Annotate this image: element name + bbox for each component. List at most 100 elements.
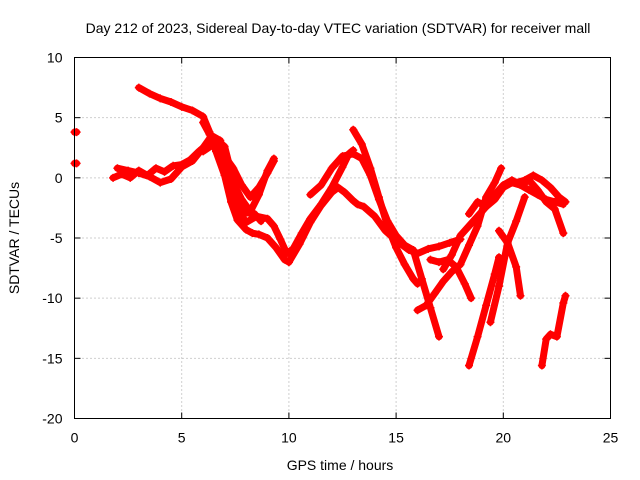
data-point (327, 164, 336, 173)
data-point (359, 202, 368, 211)
data-point (145, 89, 154, 98)
data-point (188, 106, 197, 115)
x-tick-label: 5 (178, 430, 186, 446)
data-point (486, 318, 495, 327)
data-point (520, 176, 529, 185)
data-point (542, 197, 551, 206)
data-point (409, 274, 418, 283)
data-point (495, 226, 504, 235)
data-point (357, 154, 366, 163)
data-point (156, 178, 165, 187)
data-point (400, 260, 409, 269)
data-point (561, 197, 570, 206)
data-point (254, 190, 263, 199)
tick-labels: 0 5 10 15 20 25 -20 -15 -10 -5 0 5 10 (42, 50, 618, 446)
data-point (212, 144, 221, 153)
data-point (327, 183, 336, 192)
y-tick-label: -15 (42, 350, 62, 366)
data-point (561, 291, 570, 300)
data-point (353, 200, 362, 209)
data-point (537, 361, 546, 370)
data-point (529, 171, 538, 180)
data-point (434, 258, 443, 267)
data-point (426, 255, 435, 264)
data-point (177, 163, 186, 172)
data-point (503, 238, 512, 247)
data-point (490, 178, 499, 187)
chart-title: Day 212 of 2023, Sidereal Day-to-day VTE… (86, 20, 591, 36)
series-layer (70, 83, 570, 370)
data-point (392, 231, 401, 240)
y-tick-label: 0 (55, 170, 63, 186)
x-tick-label: 15 (388, 430, 404, 446)
data-point (467, 294, 476, 303)
y-tick-label: 10 (47, 50, 63, 66)
data-point (473, 197, 482, 206)
data-point (452, 262, 461, 271)
data-point (134, 83, 143, 92)
data-point (113, 164, 122, 173)
ticks (74, 57, 611, 419)
data-series-track-18 (538, 292, 569, 370)
data-point (512, 217, 521, 226)
data-point (231, 201, 240, 210)
data-point (512, 262, 521, 271)
data-point (188, 156, 197, 165)
y-tick-label: -5 (50, 230, 63, 246)
y-axis-label: SDTVAR / TECUs (6, 182, 22, 294)
data-series-track-2 (285, 184, 464, 266)
data-point (366, 171, 375, 180)
data-point (263, 214, 272, 223)
data-point (464, 221, 473, 230)
data-point (434, 242, 443, 251)
data-series-track-9 (306, 150, 417, 254)
data-point (284, 258, 293, 267)
data-point (317, 200, 326, 209)
data-point (160, 167, 169, 176)
data-series-track-5 (199, 140, 357, 258)
data-point (263, 234, 272, 242)
data-point (242, 218, 251, 227)
data-point (482, 301, 491, 310)
data-point (242, 225, 251, 234)
data-point (272, 243, 281, 252)
x-tick-label: 20 (496, 430, 512, 446)
data-point (422, 301, 431, 310)
data-point (357, 140, 366, 149)
data-point (145, 172, 154, 181)
data-point (482, 202, 491, 211)
data-point (124, 166, 133, 175)
data-point (424, 244, 433, 253)
data-point (151, 164, 160, 173)
x-tick-label: 10 (281, 430, 297, 446)
data-point (220, 161, 229, 170)
data-point (490, 195, 499, 204)
data-point (233, 215, 242, 224)
data-point (199, 118, 208, 127)
x-axis-label: GPS time / hours (287, 457, 394, 473)
data-point (306, 190, 315, 199)
data-point (237, 195, 246, 204)
data-point (400, 241, 409, 250)
data-point (317, 181, 326, 190)
data-point (340, 188, 349, 197)
data-point (417, 274, 426, 283)
data-point (447, 267, 456, 276)
data-point (546, 330, 555, 339)
data-point (177, 102, 186, 111)
data-point (109, 173, 118, 182)
data-point (269, 154, 278, 163)
data-point (252, 212, 261, 221)
data-point (409, 246, 418, 255)
data-point (229, 164, 238, 173)
x-tick-label: 0 (71, 430, 79, 446)
data-point (349, 149, 358, 158)
data-point (166, 98, 175, 107)
data-point (542, 335, 551, 344)
data-point (248, 229, 257, 238)
data-point (254, 230, 263, 239)
data-point (72, 128, 81, 137)
data-point (473, 332, 482, 341)
data-point (445, 238, 454, 247)
